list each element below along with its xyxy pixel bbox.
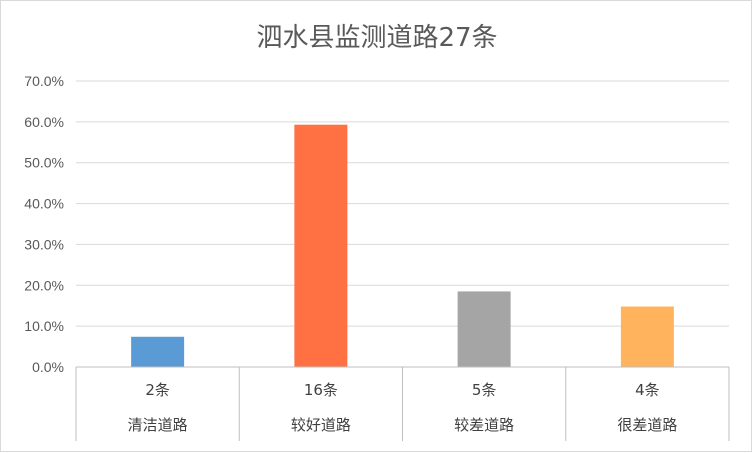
bar xyxy=(457,291,511,367)
y-tick-label: 70.0% xyxy=(24,73,64,89)
y-tick-label: 0.0% xyxy=(32,359,64,375)
y-tick-label: 10.0% xyxy=(24,318,64,334)
y-tick-label: 50.0% xyxy=(24,155,64,171)
category-count-label: 16条 xyxy=(304,381,338,399)
category-label: 较差道路 xyxy=(454,416,514,434)
y-tick-label: 20.0% xyxy=(24,277,64,293)
y-tick-label: 30.0% xyxy=(24,236,64,252)
category-label: 很差道路 xyxy=(617,416,677,434)
category-count-label: 2条 xyxy=(145,381,170,399)
y-tick-label: 40.0% xyxy=(24,196,64,212)
chart-title: 泗水县监测道路27条 xyxy=(256,23,497,53)
y-tick-label: 60.0% xyxy=(24,114,64,130)
category-axis xyxy=(75,366,730,441)
bar xyxy=(620,306,674,367)
bar xyxy=(294,124,348,368)
y-axis-ticks: 0.0% 10.0% 20.0% 30.0% 40.0% 50.0% 60.0% 70.0% xyxy=(24,73,64,375)
bar xyxy=(131,336,185,367)
category-count-label: 5条 xyxy=(472,381,497,399)
category-label: 清洁道路 xyxy=(128,416,188,434)
gridlines xyxy=(76,80,729,368)
category-count-label: 4条 xyxy=(635,381,660,399)
bars xyxy=(131,124,674,368)
category-label: 较好道路 xyxy=(291,416,351,434)
